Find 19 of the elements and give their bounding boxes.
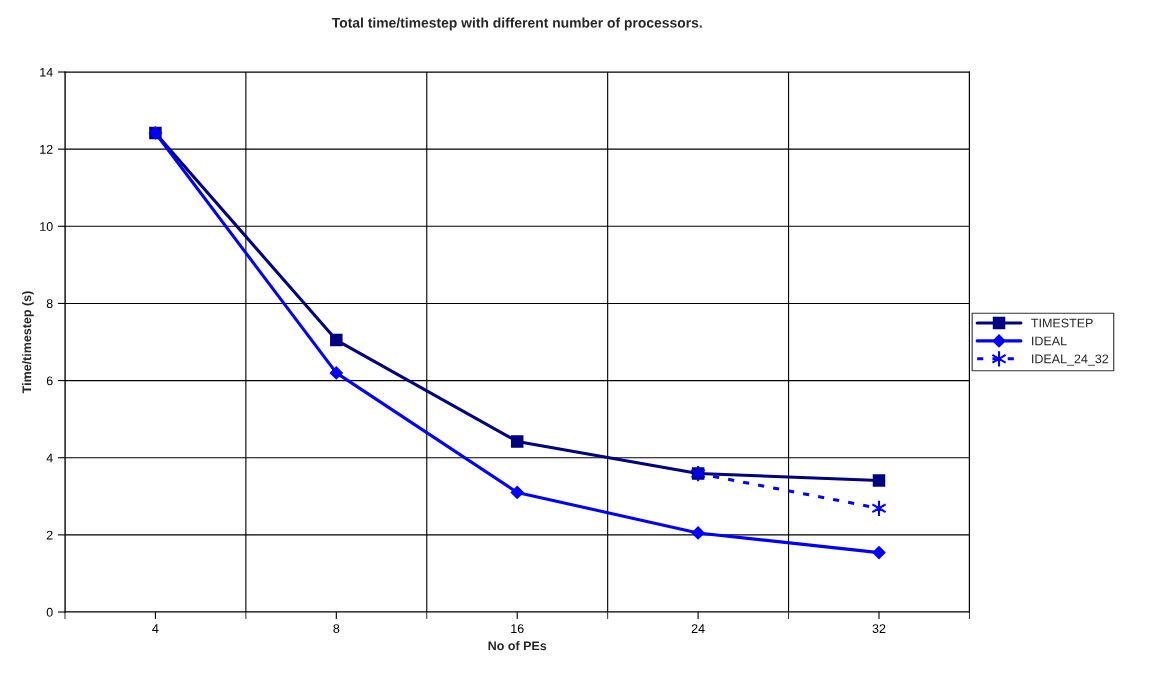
- y-tick-label: 0: [46, 607, 53, 617]
- y-tick-label: 10: [40, 222, 53, 231]
- y-tick-label: 12: [40, 144, 53, 154]
- y-tick-label: 8: [46, 299, 53, 309]
- y-tick-label: 4: [46, 453, 53, 463]
- legend-label: IDEAL_24_32: [1032, 354, 1109, 366]
- x-tick-label: 8: [333, 624, 340, 634]
- x-axis-title: No of PEs: [488, 641, 547, 651]
- y-tick-label: 14: [40, 67, 53, 77]
- legend-label: TIMESTEP: [1031, 318, 1093, 328]
- y-tick-label: 6: [46, 376, 53, 386]
- chart-title: Total time/timestep with different number of processors.: [331, 17, 702, 31]
- x-tick-label: 24: [691, 624, 705, 633]
- y-tick-label: 2: [46, 530, 53, 540]
- x-tick-label: 16: [511, 624, 524, 634]
- x-tick-label: 4: [152, 624, 159, 633]
- y-axis-title: Time/timestep (s): [22, 291, 34, 394]
- x-tick-label: 32: [872, 624, 886, 634]
- legend-label: IDEAL: [1032, 336, 1067, 346]
